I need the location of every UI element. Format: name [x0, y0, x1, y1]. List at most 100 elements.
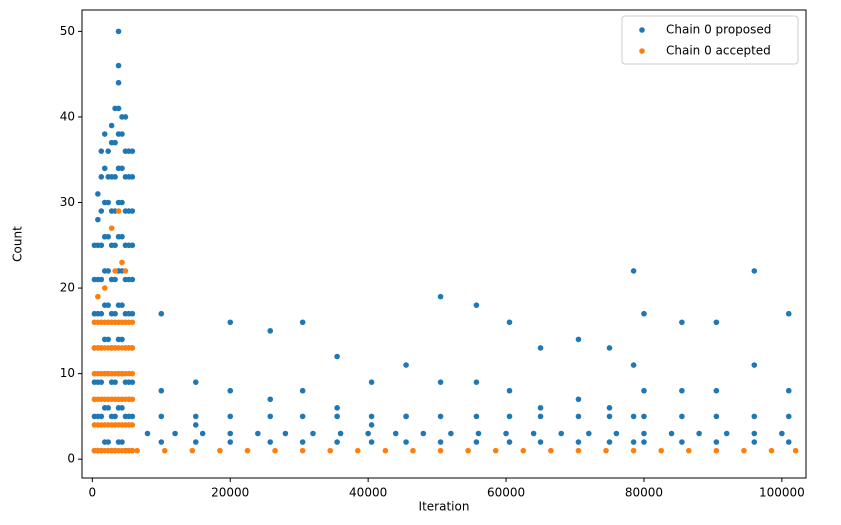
point	[192, 413, 199, 420]
point	[630, 413, 637, 420]
point	[129, 447, 136, 454]
point	[105, 233, 112, 240]
point	[503, 430, 509, 437]
point	[437, 439, 444, 445]
point	[299, 413, 306, 420]
point	[129, 242, 136, 249]
point	[668, 430, 675, 437]
point	[95, 216, 101, 223]
point	[244, 447, 251, 454]
point	[473, 439, 480, 445]
point	[586, 430, 592, 437]
point	[112, 139, 118, 146]
point	[172, 430, 178, 437]
point	[713, 447, 720, 454]
point	[119, 199, 125, 206]
legend-box	[621, 15, 799, 65]
point	[272, 447, 278, 454]
point	[158, 413, 165, 420]
point	[98, 276, 105, 283]
point	[95, 191, 101, 197]
point	[105, 405, 112, 411]
point	[112, 174, 118, 180]
point	[475, 430, 482, 437]
point	[95, 293, 101, 300]
point	[713, 413, 720, 420]
point	[520, 447, 527, 454]
point	[465, 447, 471, 454]
point	[537, 439, 544, 445]
point	[119, 233, 125, 240]
point	[112, 242, 118, 249]
point	[658, 447, 664, 454]
point	[115, 105, 122, 112]
point	[492, 447, 499, 454]
point	[115, 208, 122, 214]
point	[365, 430, 371, 437]
point	[613, 430, 620, 437]
point	[473, 302, 480, 308]
point	[751, 439, 758, 445]
point	[437, 379, 444, 385]
point	[129, 276, 136, 283]
point	[606, 405, 613, 411]
point	[105, 336, 112, 343]
point	[641, 387, 647, 394]
point	[129, 396, 136, 403]
point	[558, 430, 565, 437]
point	[158, 387, 165, 394]
point	[119, 165, 125, 172]
point	[119, 302, 125, 308]
point	[129, 208, 136, 214]
legend-label: Chain 0 accepted	[666, 44, 771, 58]
point	[641, 310, 647, 317]
series	[91, 208, 799, 454]
point	[112, 413, 118, 420]
point	[506, 319, 513, 326]
point	[227, 387, 234, 394]
point	[310, 430, 316, 437]
point	[299, 439, 306, 445]
point	[119, 259, 125, 266]
point	[227, 430, 234, 437]
point	[98, 310, 105, 317]
point	[98, 148, 105, 154]
point	[129, 345, 136, 351]
point	[334, 353, 340, 360]
point	[779, 430, 785, 437]
point	[98, 208, 105, 214]
point	[713, 387, 720, 394]
point	[641, 413, 647, 420]
plot-frame	[81, 9, 807, 479]
point	[575, 336, 582, 343]
point	[299, 387, 306, 394]
point	[227, 439, 234, 445]
point	[641, 439, 647, 445]
point	[129, 370, 136, 377]
point	[105, 302, 112, 308]
y-tick-label: 10	[60, 366, 75, 380]
point	[267, 328, 274, 334]
point	[134, 447, 140, 454]
point	[392, 430, 399, 437]
x-tick-label: 100000	[759, 486, 805, 500]
point	[119, 336, 125, 343]
point	[129, 174, 136, 180]
point	[192, 422, 199, 428]
x-tick-label: 40000	[349, 486, 387, 500]
point	[506, 439, 513, 445]
point	[537, 405, 544, 411]
point	[723, 430, 730, 437]
x-axis-label: Iteration	[419, 500, 470, 514]
point	[785, 439, 792, 445]
point	[101, 285, 108, 291]
point	[144, 430, 151, 437]
point	[115, 62, 122, 69]
point	[685, 447, 692, 454]
point	[537, 413, 544, 420]
x-tick-label: 0	[89, 486, 97, 500]
point	[255, 430, 261, 437]
point	[368, 422, 375, 428]
point	[101, 165, 108, 172]
point	[115, 28, 122, 35]
